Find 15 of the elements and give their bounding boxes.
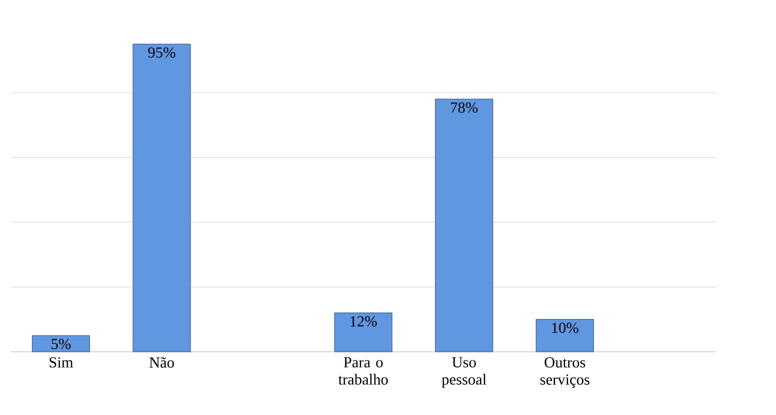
bar: [334, 312, 392, 352]
x-tick-label: Para o trabalho: [338, 357, 388, 385]
data-label: 95%: [148, 47, 176, 58]
x-tick-label: Uso pessoal: [442, 357, 486, 388]
bar: [536, 319, 594, 352]
data-label: 78%: [451, 102, 478, 113]
data-label: 10%: [552, 322, 578, 334]
bar: [132, 44, 191, 352]
x-tick-label: Não: [149, 357, 174, 368]
x-tick-label: Sim: [50, 357, 74, 368]
data-label: 5%: [52, 338, 71, 350]
x-tick-label: Outros serviços: [540, 357, 590, 388]
data-label: 12%: [350, 316, 377, 327]
bar: [32, 335, 90, 352]
bar: [435, 98, 494, 352]
